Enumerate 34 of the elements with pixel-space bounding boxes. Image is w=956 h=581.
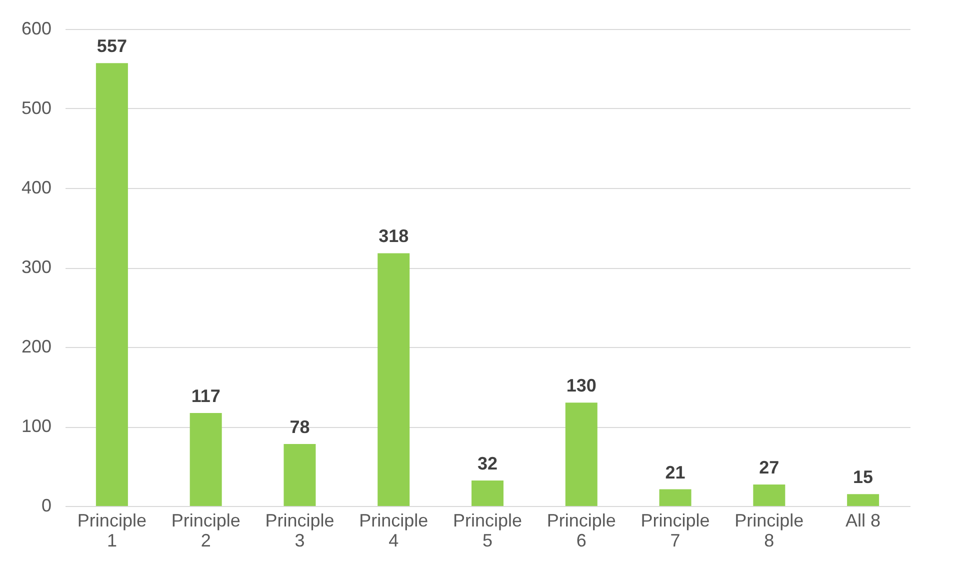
- x-tick-label: Principle 7: [640, 510, 710, 550]
- bar: [284, 444, 316, 506]
- y-tick-label: 500: [21, 98, 52, 118]
- data-label: 130: [566, 376, 596, 396]
- x-tick-label: Principle 2: [171, 510, 240, 550]
- data-label: 21: [665, 462, 686, 482]
- x-tick-label: Principle 3: [265, 510, 334, 550]
- bar: [378, 253, 410, 506]
- data-label: 32: [477, 454, 498, 474]
- bar: [190, 412, 222, 506]
- bar: [472, 480, 504, 506]
- x-tick-label: Principle 6: [546, 510, 616, 550]
- data-label: 318: [378, 226, 409, 246]
- y-tick-label: 600: [21, 18, 52, 38]
- y-tick-label: 0: [41, 496, 52, 516]
- x-tick-label: Principle 5: [452, 510, 522, 550]
- y-tick-label: 400: [21, 178, 52, 198]
- data-label: 78: [290, 416, 310, 437]
- bar: [659, 489, 692, 506]
- data-label: 557: [96, 36, 127, 56]
- x-tick-label: Principle 4: [359, 510, 428, 550]
- bar: [753, 484, 786, 506]
- data-label: 15: [853, 467, 874, 488]
- y-tick-label: 200: [21, 336, 52, 356]
- bar: [847, 494, 880, 506]
- bar: [565, 402, 598, 506]
- data-label: 27: [759, 458, 780, 478]
- data-label: 117: [191, 386, 220, 406]
- bar: [96, 63, 128, 506]
- x-tick-label: All 8: [846, 510, 881, 530]
- x-tick-label: Principle 1: [77, 510, 146, 550]
- x-tick-label: Principle 8: [734, 510, 804, 550]
- y-tick-label: 100: [21, 416, 52, 436]
- y-tick-label: 300: [21, 257, 52, 277]
